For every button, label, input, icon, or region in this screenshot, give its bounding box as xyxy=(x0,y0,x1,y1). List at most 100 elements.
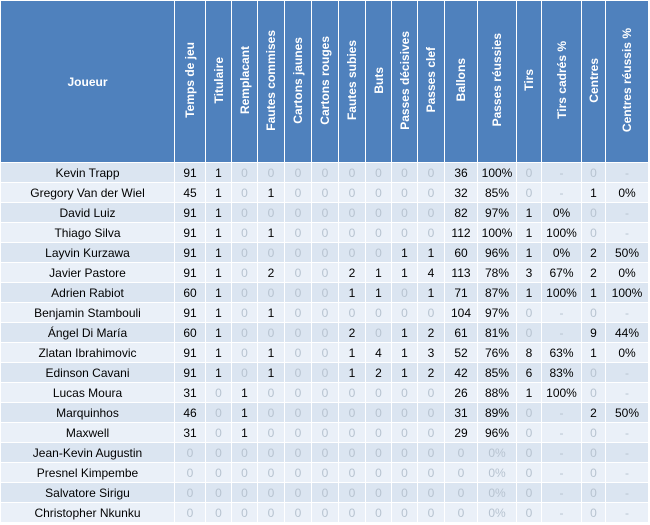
stat-cell: 0 xyxy=(417,502,445,523)
stat-cell: 4 xyxy=(365,342,392,363)
stat-cell: 0 xyxy=(365,482,392,503)
stat-cell: 0 xyxy=(516,162,542,183)
stat-cell: 1 xyxy=(417,282,445,303)
player-name: Ángel Di María xyxy=(0,322,175,343)
stat-cell: 0% xyxy=(605,262,649,283)
stat-cell: 1 xyxy=(205,162,232,183)
stat-cell: 0 xyxy=(365,182,392,203)
player-name: Benjamin Stambouli xyxy=(0,302,175,323)
stat-cell: 0 xyxy=(284,382,312,403)
stat-cell: 91 xyxy=(174,162,206,183)
stat-cell: 1 xyxy=(391,342,418,363)
stat-cell: 91 xyxy=(174,222,206,243)
stat-cell: 0 xyxy=(205,402,232,423)
header-label: Buts xyxy=(371,66,386,94)
stat-cell: 0 xyxy=(581,502,606,523)
stat-cell: - xyxy=(541,482,582,503)
stat-cell: 78% xyxy=(477,262,517,283)
stat-cell: 0 xyxy=(365,442,392,463)
stat-cell: 0 xyxy=(311,422,339,443)
stat-cell: 0 xyxy=(311,502,339,523)
stat-cell: - xyxy=(605,422,649,443)
stat-cell: - xyxy=(541,162,582,183)
header-label: Fautes subies xyxy=(345,39,359,121)
stat-cell: 0 xyxy=(231,262,258,283)
stat-cell: 1 xyxy=(516,282,542,303)
stat-cell: 0 xyxy=(311,442,339,463)
header-label: Centres xyxy=(586,57,601,103)
stat-cell: 0% xyxy=(477,462,517,483)
stat-cell: 1 xyxy=(231,402,258,423)
table-row: Jean-Kevin Augustin 0 0 0 0 0 0 0 0 0 0 0 0% 0-0- xyxy=(0,442,649,463)
stat-cell: 0 xyxy=(516,422,542,443)
stat-cell: 0 xyxy=(284,442,312,463)
header-col-14: Centres xyxy=(581,0,606,163)
stat-cell: 0 xyxy=(516,482,542,503)
table-row: Salvatore Sirigu 0 0 0 0 0 0 0 0 0 0 0 0% 0-0- xyxy=(0,482,649,503)
stat-cell: 0 xyxy=(338,442,366,463)
header-col-10: Ballons xyxy=(444,0,478,163)
stat-cell: - xyxy=(541,402,582,423)
header-label: Cartons rouges xyxy=(318,35,332,125)
stat-cell: 2 xyxy=(581,262,606,283)
stat-cell: 1 xyxy=(516,222,542,243)
player-name: Lucas Moura xyxy=(0,382,175,403)
table-row: Gregory Van der Wiel 45 1 0 1 0 0 0 0 0 0 32 85% 0-1 0… xyxy=(0,182,649,203)
stat-cell: - xyxy=(605,442,649,463)
player-name: Presnel Kimpembe xyxy=(0,462,175,483)
stat-cell: 0 xyxy=(257,162,285,183)
stat-cell: 1 xyxy=(338,342,366,363)
stat-cell: 2 xyxy=(338,322,366,343)
stat-cell: 0 xyxy=(391,382,418,403)
stat-cell: 1 xyxy=(231,422,258,443)
stat-cell: 100% xyxy=(477,162,517,183)
stat-cell: 0 xyxy=(417,402,445,423)
stat-cell: 0 xyxy=(257,202,285,223)
stat-cell: 2 xyxy=(417,322,445,343)
stat-cell: 1 xyxy=(205,202,232,223)
stat-cell: 0 xyxy=(516,182,542,203)
stat-cell: 0 xyxy=(257,502,285,523)
header-label: Passes réussies xyxy=(490,33,504,127)
stat-cell: 32 xyxy=(444,182,478,203)
stat-cell: 1 xyxy=(257,222,285,243)
stat-cell: 0 xyxy=(516,462,542,483)
stat-cell: 42 xyxy=(444,362,478,383)
header-col-6: Fautes subies xyxy=(338,0,366,163)
stat-cell: 0 xyxy=(444,482,478,503)
stat-cell: 1 xyxy=(205,322,232,343)
stat-cell: 3 xyxy=(516,262,542,283)
stat-cell: 0 xyxy=(417,162,445,183)
stat-cell: 0 xyxy=(338,182,366,203)
stat-cell: 6 xyxy=(516,362,542,383)
stat-cell: - xyxy=(541,502,582,523)
stat-cell: 0 xyxy=(365,222,392,243)
table-row: Layvin Kurzawa 91 1 0 0 0 0 0 0 1 1 60 96% 1 0% 2 50% xyxy=(0,242,649,263)
stat-cell: 0 xyxy=(444,502,478,523)
stat-cell: 1 xyxy=(205,362,232,383)
header-label: Cartons jaunes xyxy=(291,36,305,124)
stat-cell: 0 xyxy=(311,462,339,483)
stat-cell: 0 xyxy=(311,262,339,283)
header-col-5: Cartons rouges xyxy=(311,0,339,163)
stat-cell: - xyxy=(605,382,649,403)
stat-cell: 0 xyxy=(338,162,366,183)
stat-cell: 0% xyxy=(541,202,582,223)
stat-cell: - xyxy=(541,302,582,323)
stat-cell: 0 xyxy=(581,422,606,443)
stat-cell: 1 xyxy=(257,342,285,363)
table-row: Christopher Nkunku 0 0 0 0 0 0 0 0 0 0 0 0% 0-0- xyxy=(0,502,649,523)
stat-cell: 85% xyxy=(477,182,517,203)
stat-cell: 2 xyxy=(338,262,366,283)
stat-cell: 0 xyxy=(391,462,418,483)
stat-cell: 0 xyxy=(257,482,285,503)
stat-cell: 0 xyxy=(581,202,606,223)
stat-cell: 0 xyxy=(284,362,312,383)
stat-cell: 0 xyxy=(417,182,445,203)
stat-cell: 44% xyxy=(605,322,649,343)
stat-cell: 50% xyxy=(605,402,649,423)
stat-cell: 0 xyxy=(338,302,366,323)
stat-cell: 0 xyxy=(338,222,366,243)
stat-cell: 26 xyxy=(444,382,478,403)
stat-cell: 0 xyxy=(311,202,339,223)
